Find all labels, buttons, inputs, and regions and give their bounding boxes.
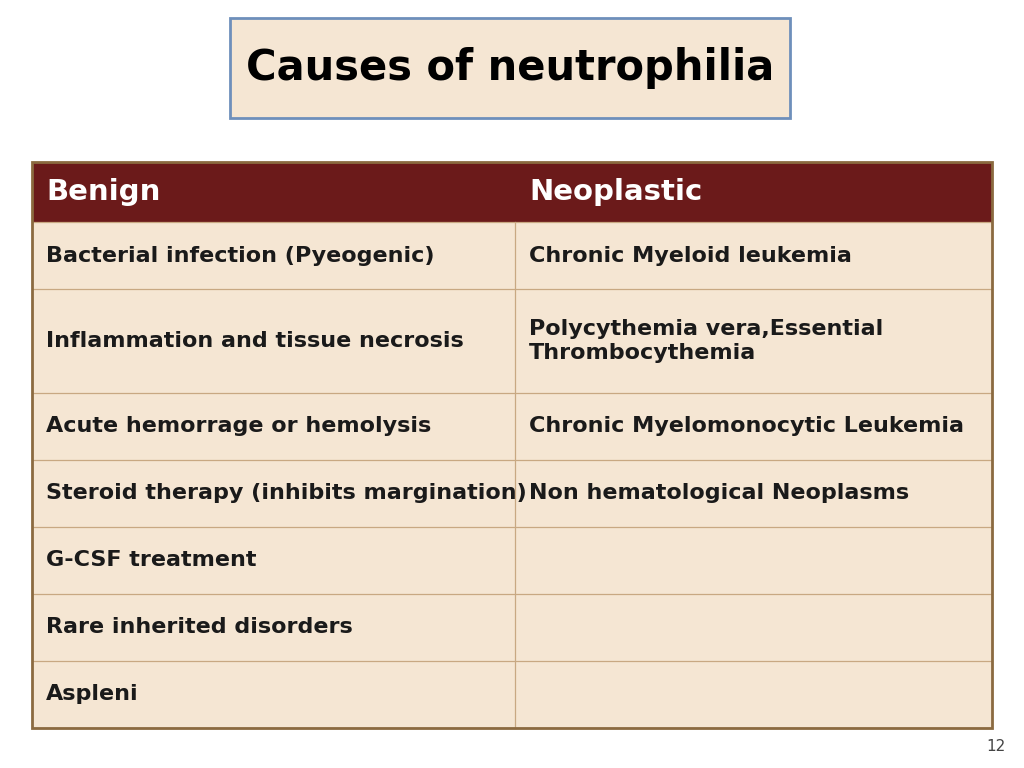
Bar	[230, 18, 790, 118]
Bar	[32, 162, 992, 728]
Text: Steroid therapy (inhibits margination): Steroid therapy (inhibits margination)	[46, 483, 526, 504]
Text: Acute hemorrage or hemolysis: Acute hemorrage or hemolysis	[46, 416, 431, 436]
Text: Aspleni: Aspleni	[46, 684, 138, 704]
Text: Benign: Benign	[46, 178, 161, 206]
Text: Neoplastic: Neoplastic	[529, 178, 702, 206]
Text: 12: 12	[987, 739, 1006, 754]
Bar	[32, 162, 992, 222]
Text: Non hematological Neoplasms: Non hematological Neoplasms	[529, 483, 909, 504]
Text: Polycythemia vera,Essential
Thrombocythemia: Polycythemia vera,Essential Thrombocythe…	[529, 319, 884, 362]
Text: Inflammation and tissue necrosis: Inflammation and tissue necrosis	[46, 331, 464, 351]
Text: Rare inherited disorders: Rare inherited disorders	[46, 617, 352, 637]
Text: G-CSF treatment: G-CSF treatment	[46, 551, 256, 571]
Text: Chronic Myeloid leukemia: Chronic Myeloid leukemia	[529, 246, 852, 266]
Bar	[32, 162, 992, 728]
Text: Bacterial infection (Pyeogenic): Bacterial infection (Pyeogenic)	[46, 246, 434, 266]
Text: Chronic Myelomonocytic Leukemia: Chronic Myelomonocytic Leukemia	[529, 416, 964, 436]
Text: Causes of neutrophilia: Causes of neutrophilia	[246, 47, 774, 89]
